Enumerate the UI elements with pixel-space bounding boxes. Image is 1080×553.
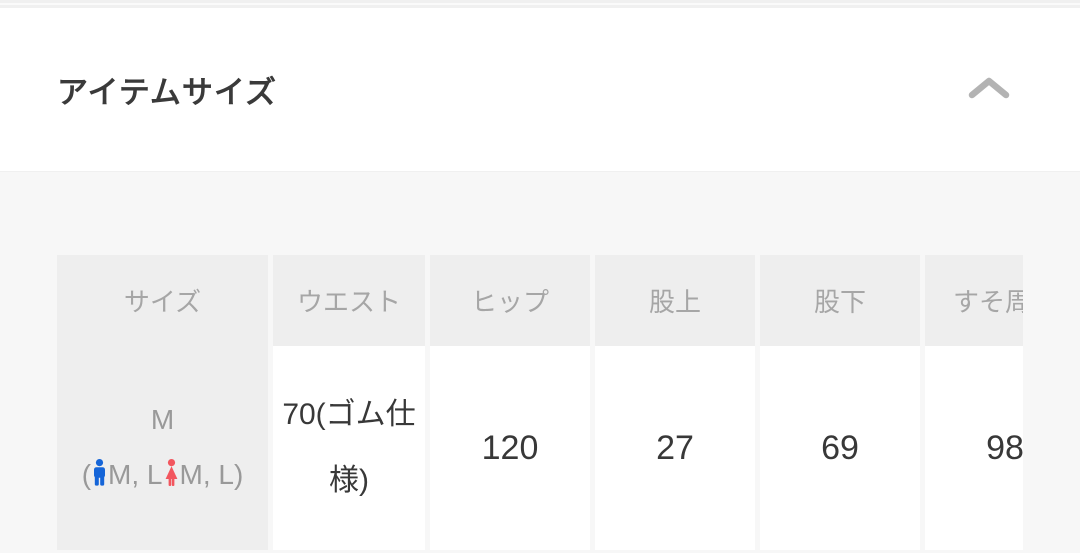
women-sizes-label: M, L: [179, 459, 234, 490]
waist-value: 70(ゴム仕様): [282, 398, 416, 497]
size-table-scroll-area[interactable]: サイズ ウエスト ヒップ 股上 股下 すそ周り M (: [57, 255, 1023, 550]
paren-open: (: [81, 459, 92, 490]
size-availability: ( M, L: [81, 448, 244, 506]
size-value: M: [150, 404, 175, 436]
item-size-accordion-header[interactable]: アイテムサイズ: [0, 8, 1080, 171]
cell-rise: 27: [595, 346, 755, 550]
section-title: アイテムサイズ: [57, 75, 277, 110]
section-top-divider: [0, 0, 1080, 8]
header-cell-hip: ヒップ: [430, 255, 590, 346]
collapse-section-button[interactable]: [968, 76, 1010, 103]
size-table-header-row: サイズ ウエスト ヒップ 股上 股下 すそ周り: [57, 255, 1023, 346]
cell-hip: 120: [430, 346, 590, 550]
cell-inseam: 69: [760, 346, 920, 550]
header-cell-waist: ウエスト: [273, 255, 425, 346]
woman-icon: [164, 451, 179, 506]
paren-close: ): [233, 459, 244, 490]
men-sizes-label: M, L: [108, 459, 163, 490]
item-size-section: サイズ ウエスト ヒップ 股上 股下 すそ周り M (: [0, 171, 1080, 553]
cell-waist: 70(ゴム仕様): [273, 346, 425, 550]
size-table-data-row: M (: [57, 346, 1023, 550]
header-cell-hem: すそ周り: [925, 255, 1023, 346]
header-cell-size: サイズ: [57, 255, 268, 346]
cell-size: M (: [57, 346, 268, 550]
size-table: サイズ ウエスト ヒップ 股上 股下 すそ周り M (: [57, 255, 1023, 550]
cell-hem: 98: [925, 346, 1023, 550]
header-cell-rise: 股上: [595, 255, 755, 346]
man-icon: [92, 451, 107, 506]
header-cell-inseam: 股下: [760, 255, 920, 346]
chevron-up-icon: [968, 76, 1010, 103]
